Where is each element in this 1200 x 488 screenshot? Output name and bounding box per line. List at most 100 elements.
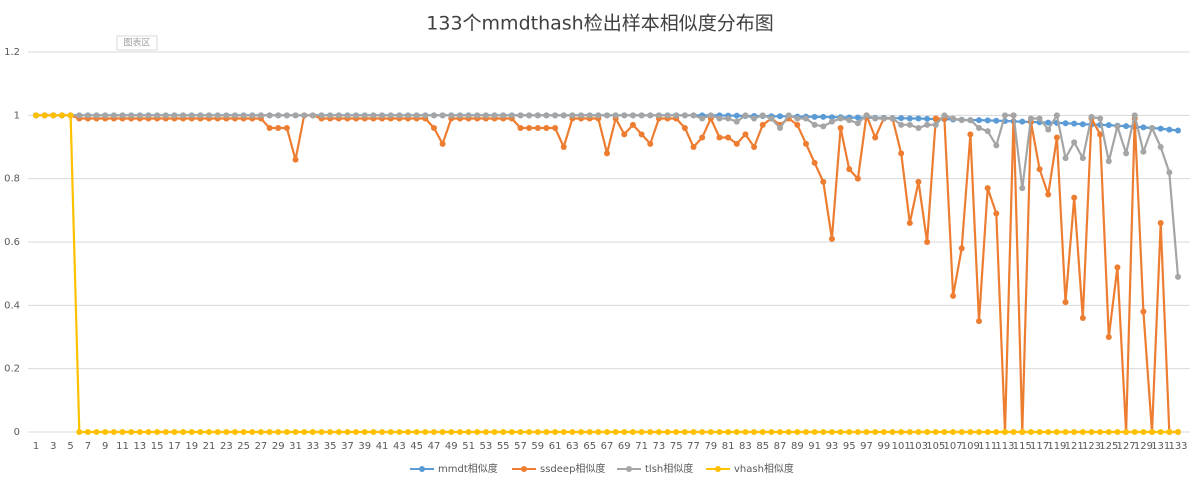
data-point <box>984 429 991 435</box>
data-point <box>664 112 671 119</box>
data-point <box>612 112 619 119</box>
data-point <box>76 429 83 435</box>
data-point <box>647 112 654 119</box>
data-point <box>898 429 905 435</box>
data-point <box>491 429 498 435</box>
data-point <box>500 112 507 119</box>
data-point <box>482 429 489 435</box>
data-point <box>794 115 801 122</box>
x-tick-label: 89 <box>791 441 804 452</box>
data-point <box>508 112 515 119</box>
y-tick-label: 1 <box>14 110 20 121</box>
data-point <box>647 429 654 435</box>
x-tick-label: 53 <box>480 441 493 452</box>
data-point <box>1123 123 1130 130</box>
x-tick-label: 41 <box>376 441 389 452</box>
data-point <box>569 429 576 435</box>
data-point <box>768 115 775 122</box>
data-point <box>681 429 688 435</box>
data-point <box>915 125 922 131</box>
data-point <box>206 429 213 435</box>
data-point <box>751 115 758 122</box>
data-point <box>759 112 766 119</box>
data-point <box>967 131 974 138</box>
data-point <box>802 429 809 435</box>
data-point <box>413 429 420 435</box>
legend-label: mmdt相似度 <box>438 462 498 475</box>
legend-label: tlsh相似度 <box>645 462 693 475</box>
data-point <box>621 112 628 119</box>
data-point <box>353 112 360 119</box>
x-tick-label: 87 <box>774 441 787 452</box>
data-point <box>240 112 247 119</box>
data-point <box>249 112 256 119</box>
data-point <box>439 112 446 119</box>
legend-marker <box>715 466 721 472</box>
data-point <box>941 429 948 435</box>
data-point <box>1175 127 1181 134</box>
data-point <box>924 115 931 122</box>
data-point <box>629 121 636 128</box>
data-point <box>422 112 429 119</box>
data-point <box>119 112 126 119</box>
data-point <box>448 112 455 119</box>
data-point <box>802 140 809 147</box>
data-point <box>162 112 169 119</box>
data-point <box>993 117 1000 124</box>
data-point <box>1131 429 1138 435</box>
data-point <box>863 112 870 119</box>
data-point <box>725 429 732 435</box>
data-point <box>1114 429 1121 435</box>
data-point <box>777 429 784 435</box>
x-tick-label: 83 <box>739 441 752 452</box>
data-point <box>872 134 879 141</box>
data-point <box>759 429 766 435</box>
data-point <box>517 429 524 435</box>
x-tick-label: 37 <box>341 441 354 452</box>
data-point <box>828 114 835 121</box>
data-point <box>716 134 723 141</box>
data-point <box>517 125 524 131</box>
data-point <box>1097 131 1104 138</box>
data-point <box>33 112 39 119</box>
data-point <box>335 429 342 435</box>
data-point <box>197 112 204 119</box>
x-tick-label: 31 <box>289 441 302 452</box>
data-point <box>1097 115 1104 122</box>
data-point <box>984 185 991 192</box>
data-point <box>811 159 818 166</box>
data-point <box>58 112 65 119</box>
data-point <box>93 112 100 119</box>
data-point <box>820 178 827 185</box>
data-point <box>1027 115 1034 122</box>
data-point <box>967 429 974 435</box>
data-point <box>145 112 152 119</box>
data-point <box>430 125 437 131</box>
data-point <box>976 125 983 131</box>
x-tick-label: 109 <box>961 441 980 452</box>
x-tick-label: 9 <box>102 441 108 452</box>
data-point <box>456 429 463 435</box>
x-tick-label: 15 <box>151 441 164 452</box>
y-tick-label: 0.2 <box>4 364 20 375</box>
data-point <box>552 429 559 435</box>
data-point <box>707 112 714 119</box>
data-point <box>136 429 143 435</box>
data-point <box>872 429 879 435</box>
x-tick-label: 97 <box>860 441 873 452</box>
legend-label: ssdeep相似度 <box>540 462 605 475</box>
data-point <box>474 429 481 435</box>
data-point <box>361 112 368 119</box>
x-tick-label: 67 <box>601 441 614 452</box>
data-point <box>84 429 91 435</box>
data-point <box>1166 126 1173 133</box>
data-point <box>915 178 922 185</box>
data-point <box>863 429 870 435</box>
x-tick-label: 55 <box>497 441 510 452</box>
data-point <box>924 429 931 435</box>
data-point <box>560 112 567 119</box>
data-point <box>629 429 636 435</box>
data-point <box>941 112 948 119</box>
data-point <box>1001 429 1008 435</box>
data-point <box>950 429 957 435</box>
